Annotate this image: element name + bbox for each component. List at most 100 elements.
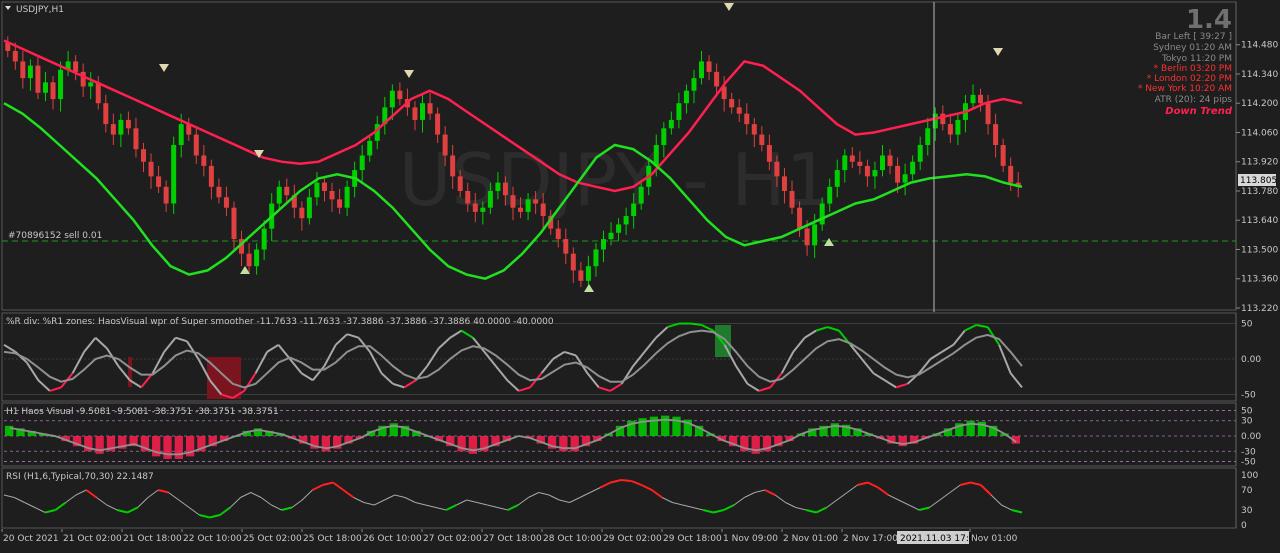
up-arrow-icon [824,238,834,246]
haos-title: H1 Haos Visual -9.5081 -9.5081 -38.3751 … [6,407,279,417]
wpr-fast-segment [94,336,108,350]
wpr-fast-segment [483,351,497,367]
rsi-segment [702,509,714,514]
wpr-fast-segment [598,386,611,392]
candle [382,107,388,125]
wpr-fast-segment [964,324,977,332]
wpr-fast-segment [232,390,245,399]
wpr-fast-segment [266,343,280,353]
haos-bar [378,425,387,436]
haos-bar [785,436,794,442]
candle [993,124,999,146]
haos-bar [16,428,25,436]
wpr-fast-segment [369,351,383,374]
rsi-segment [65,494,77,503]
rsi-segment [199,514,210,519]
candle [50,82,56,100]
candle [947,124,953,135]
haos-bar [943,428,953,436]
y-tick-label: 30 [1241,417,1253,427]
rsi-segment [898,499,910,506]
candle [895,165,901,183]
candle [495,182,501,191]
haos-signal-line [9,418,1017,456]
candle [261,228,267,250]
candle [344,186,350,208]
candle [970,94,976,104]
haos-bar [140,436,150,452]
rsi-segment [620,479,632,482]
rsi-chart[interactable]: 100 70 30 0 RSI (H1,6,Typical,70,30) 22.148… [0,467,1280,531]
wpr-panel[interactable]: 50 0.00 -50 %R div: %R1 zones: HaosVisual … [0,312,1280,402]
wpr-fast-segment [998,344,1012,374]
haos-bar [570,436,579,452]
wpr-slow-line [3,329,1023,389]
candle [276,186,282,204]
candle [902,174,908,183]
candle [548,216,554,229]
rsi-segment [723,504,735,511]
rsi-segment [250,492,262,498]
candle [12,50,18,62]
symbol-title: USDJPY,H1 [16,5,64,15]
y-tick-label: 100 [1241,471,1258,481]
rsi-segment [373,499,385,506]
candle [864,165,870,177]
candle [834,170,840,187]
candle [736,107,742,114]
candle [321,182,327,191]
rsi-segment [929,499,941,508]
rsi-segment [774,494,786,503]
info-tokyo: Tokyo 11:20 PM [1161,54,1232,64]
rsi-panel[interactable]: 100 70 30 0 RSI (H1,6,Typical,70,30) 22.148… [0,467,1280,531]
candle [578,270,584,281]
haos-bar [547,436,557,449]
rsi-segment [630,480,642,486]
haos-bar [389,423,398,436]
haos-bar [615,425,625,436]
y-tick-label: -30 [1241,447,1256,457]
rsi-segment [579,492,591,498]
menu-triangle-icon[interactable] [5,6,11,10]
haos-bar [106,436,116,452]
rsi-segment [507,504,519,511]
wpr-fast-segment [335,333,348,346]
rsi-segment [651,489,663,499]
crosshair-time-label: 2021.11.03 17:00 [900,534,981,544]
haos-panel[interactable]: 50 30 0.00 -30 -50 H1 Haos Visual -9.5081 -9… [0,402,1280,467]
wpr-chart[interactable]: 50 0.00 -50 %R div: %R1 zones: HaosVisual … [0,312,1280,402]
candle [58,69,64,100]
rsi-segment [85,489,98,499]
candle [110,124,116,135]
order-label[interactable]: #70896152 sell 0.01 [8,231,102,241]
candle [706,61,712,72]
wpr-fast-segment [129,379,142,389]
candle [163,186,169,204]
wpr-fast-segment [186,340,200,360]
wpr-fast-segment [643,337,657,353]
wpr-fast-segment [117,365,131,381]
x-tick-label: 26 Oct 10:00 [363,534,422,544]
candle [1008,165,1014,183]
candle [533,199,539,204]
info-berlin: * Berlin 03:20 PM [1154,64,1232,74]
candle [374,124,380,141]
haos-bar [468,436,478,454]
rsi-segment [312,484,324,491]
haos-bar [5,425,14,436]
candle [171,145,177,204]
wpr-fast-segment [895,382,908,389]
rsi-segment [528,492,539,498]
haos-bar [638,418,647,436]
candle [729,99,735,108]
price-tag-box [1238,174,1276,186]
info-london: * London 02:20 PM [1147,74,1232,84]
candle [156,176,162,187]
candle [20,61,26,79]
x-tick-label: 29 Oct 18:00 [663,534,722,544]
rsi-segment [692,507,704,511]
candle [5,42,11,51]
